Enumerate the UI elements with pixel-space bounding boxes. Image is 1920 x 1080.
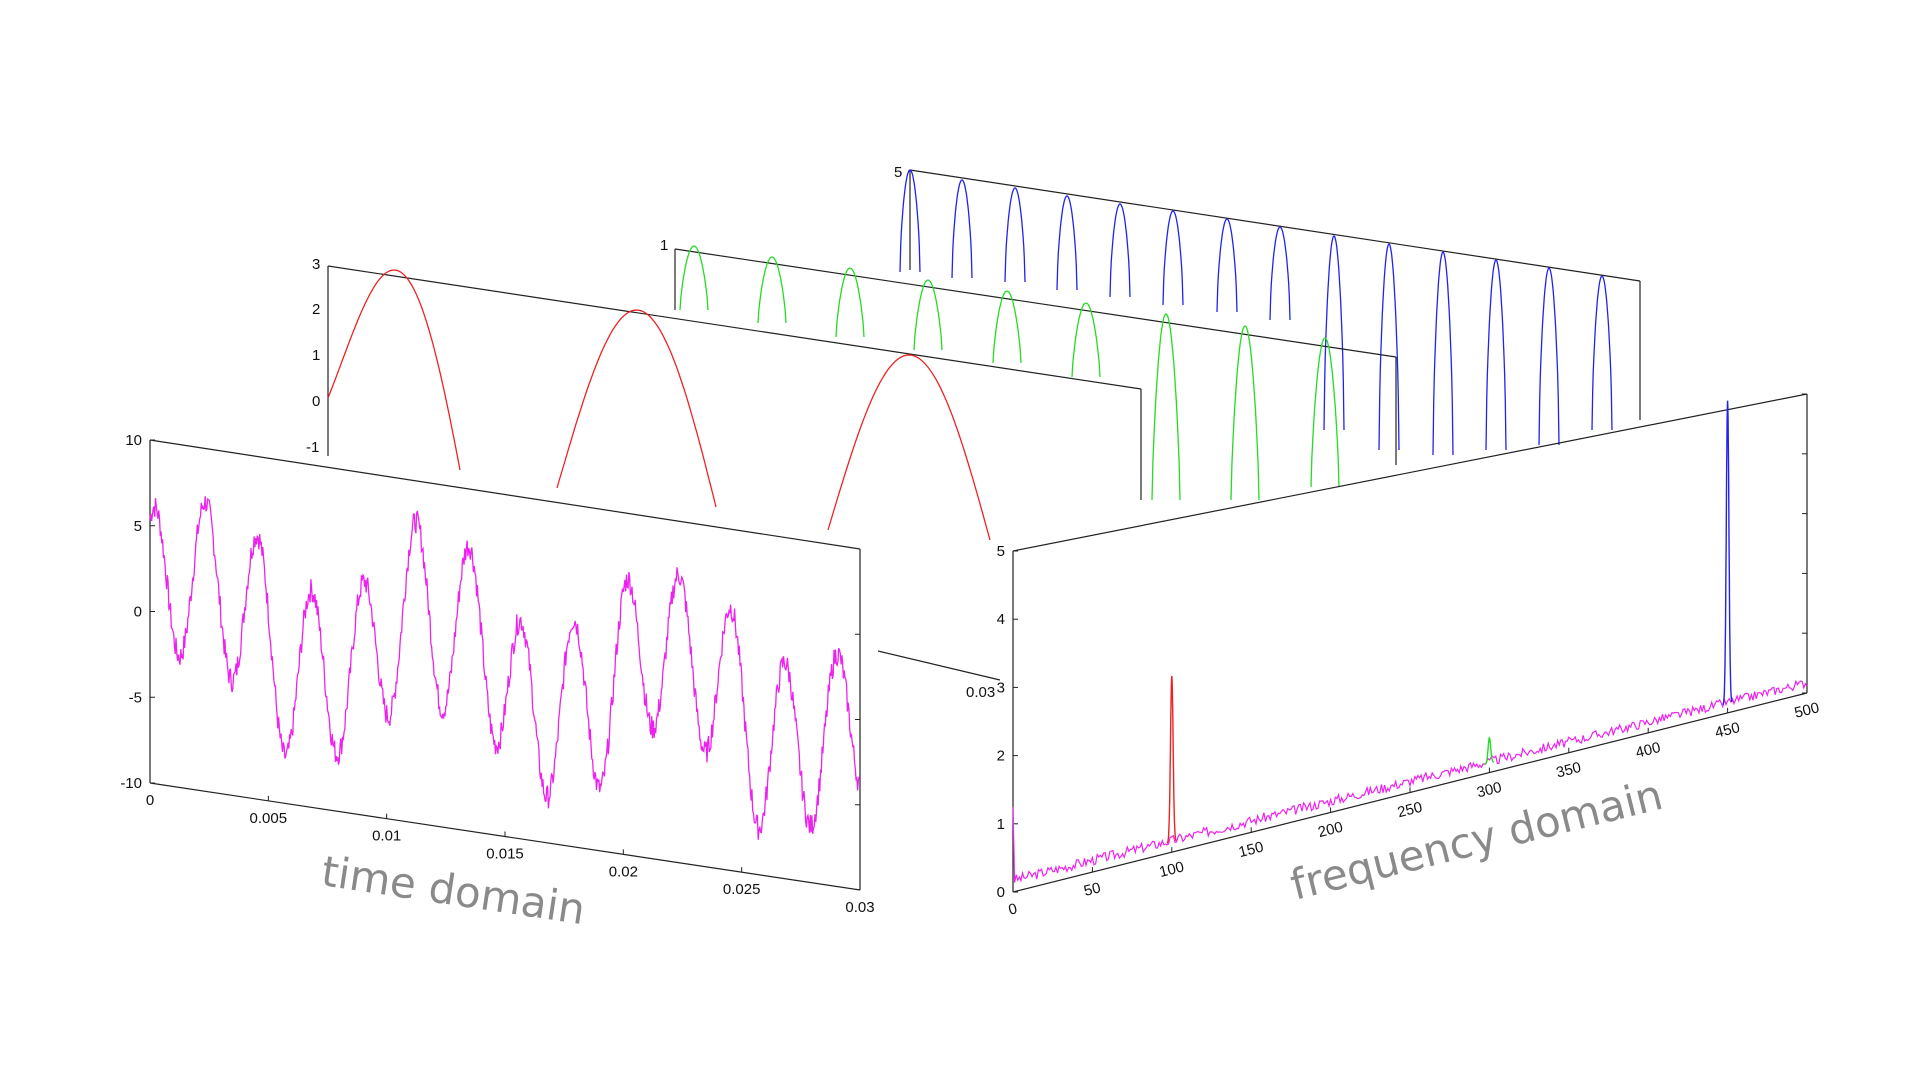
freq-ytick-label: 0	[997, 884, 1005, 901]
panel-100hz-curves	[327, 269, 991, 541]
green-peak	[1310, 337, 1340, 488]
green-peak	[913, 279, 943, 351]
blue-peak	[1004, 187, 1026, 283]
green-peak	[1230, 325, 1260, 501]
freq-xtick-label: 100	[1157, 858, 1185, 881]
time-xtick-label: 0	[146, 792, 154, 809]
panel-450hz-top-axis	[909, 169, 1641, 282]
time-xtick-label: 0.005	[250, 810, 288, 827]
panel-300hz-curves	[679, 245, 1340, 501]
blue-peak	[1432, 251, 1454, 456]
blue-peak	[1323, 235, 1345, 431]
panel-100hz-top-axis	[327, 265, 1142, 390]
blue-peak	[1056, 195, 1078, 291]
freq-xtick-label: 0	[1007, 900, 1019, 919]
freq-top-axis	[1012, 393, 1808, 552]
freq-peak	[1166, 675, 1177, 844]
freq-spectrum-line	[1012, 400, 1808, 883]
blue-peak	[951, 179, 973, 279]
panel-100hz-ytick-1: 1	[312, 347, 320, 364]
time-ytick-label: 5	[134, 518, 142, 535]
panel-100hz-ytick-0: 0	[312, 393, 320, 410]
panel-100hz: 3 2 1 0 -1	[306, 256, 1142, 541]
panel-450hz: 5	[894, 164, 1641, 456]
red-arc	[327, 269, 461, 471]
green-peak	[1071, 302, 1101, 378]
freq-ytick-label: 3	[997, 679, 1005, 696]
green-peak	[992, 290, 1022, 364]
panel-300hz: 1	[660, 237, 1397, 501]
freq-xtick-label: 250	[1396, 799, 1424, 822]
freq-xtick-label: 350	[1554, 759, 1582, 782]
freq-ytick-label: 1	[997, 816, 1005, 833]
freq-peak	[1722, 400, 1733, 706]
freq-ytick-label: 4	[997, 611, 1005, 628]
freq-xtick-label: 400	[1634, 739, 1662, 762]
time-ytick-label: -5	[129, 689, 142, 706]
green-peak	[835, 267, 865, 338]
panel-100hz-ytick-2: 2	[312, 301, 320, 318]
time-xtick-label: 0.015	[486, 846, 524, 863]
time-top-axis	[149, 439, 861, 550]
caption-time-domain: time domain	[319, 846, 589, 934]
time-panel-bg	[150, 440, 860, 740]
time-signal-line	[149, 496, 861, 840]
green-peak	[1151, 313, 1181, 501]
blue-peak	[1538, 267, 1560, 446]
freq-xtick-label: 50	[1082, 879, 1102, 900]
blue-peak	[1109, 203, 1131, 298]
time-xtick-label: 0.03	[845, 899, 874, 916]
blue-peak	[1591, 275, 1613, 431]
blue-peak	[1216, 218, 1238, 313]
freq-ytick-label: 2	[997, 748, 1005, 765]
time-ytick-label: 0	[134, 604, 142, 621]
freq-baseline	[1012, 679, 1808, 883]
blue-peak	[899, 169, 921, 273]
panel-300hz-top-axis	[674, 248, 1397, 358]
panel-450hz-ytick-5: 5	[894, 164, 902, 181]
freq-xtick-label: 450	[1713, 719, 1741, 742]
freq-xtick-label: 150	[1237, 839, 1265, 862]
connector-line	[877, 650, 1001, 681]
freq-peak	[1484, 736, 1495, 765]
freq-xtick-label: 200	[1316, 819, 1344, 842]
stray-tick-label: 0.03	[966, 684, 995, 701]
time-signal-path	[149, 496, 861, 840]
freq-xtick-label: 300	[1475, 779, 1503, 802]
blue-peak	[1485, 259, 1507, 451]
green-peak	[757, 256, 787, 324]
blue-peak	[1162, 210, 1184, 306]
freq-xtick-label: 500	[1793, 699, 1821, 722]
panel-100hz-ytick-neg1: -1	[306, 439, 319, 456]
panel-450hz-curves	[899, 169, 1613, 456]
time-xtick-label: 0.02	[609, 863, 638, 880]
red-arc	[556, 309, 717, 508]
time-xtick-label: 0.025	[723, 881, 761, 898]
panel-300hz-ytick-1: 1	[660, 237, 668, 254]
freq-ytick-label: 5	[997, 543, 1005, 560]
blue-peak	[1378, 243, 1400, 451]
time-ytick-label: 10	[125, 432, 142, 449]
blue-peak	[1269, 226, 1291, 321]
time-ytick-label: -10	[120, 775, 142, 792]
red-arc	[827, 354, 991, 541]
green-peak	[679, 245, 709, 311]
time-xtick-label: 0.01	[372, 828, 401, 845]
panel-100hz-ytick-3: 3	[312, 256, 320, 273]
